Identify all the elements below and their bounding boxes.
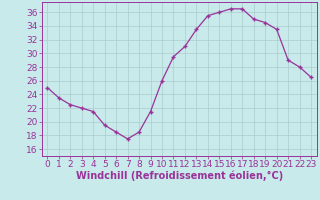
X-axis label: Windchill (Refroidissement éolien,°C): Windchill (Refroidissement éolien,°C) [76, 171, 283, 181]
